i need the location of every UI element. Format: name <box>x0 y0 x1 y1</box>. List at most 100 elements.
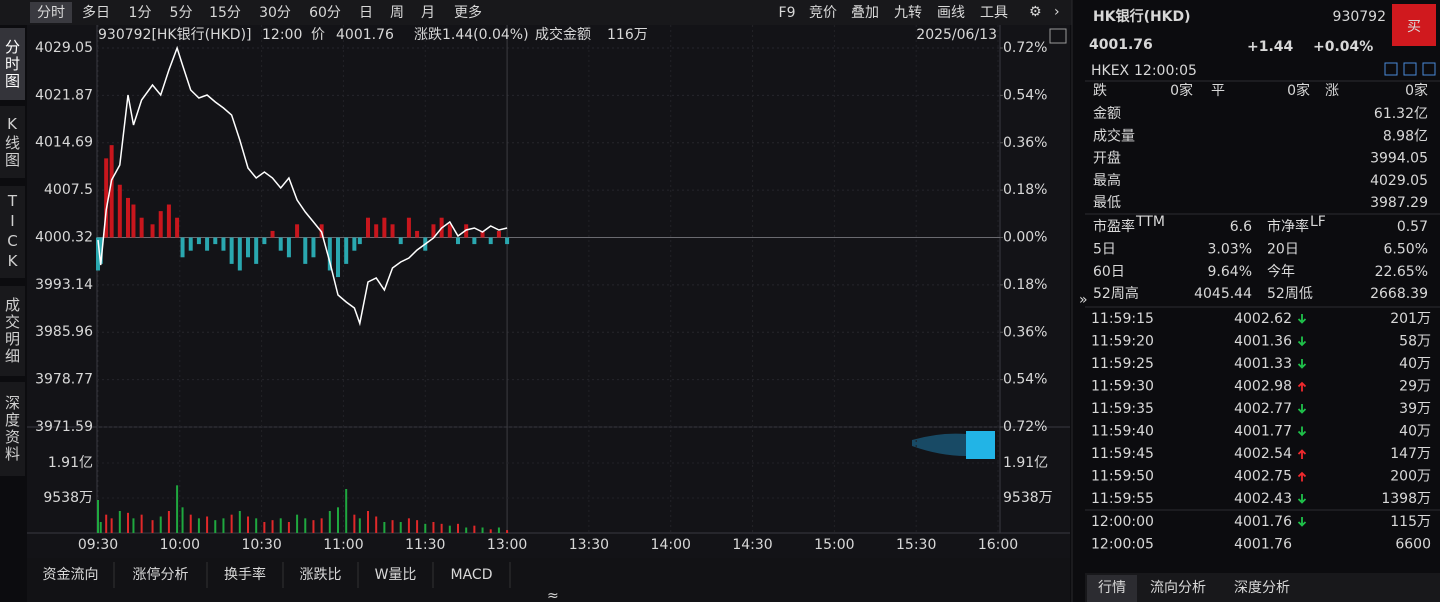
flow-bar <box>246 237 250 258</box>
indicator-tab[interactable]: 涨跌比 <box>300 567 342 583</box>
volume-bar <box>222 518 225 533</box>
x-tick-label: 10:30 <box>241 537 281 553</box>
trade-price: 4002.98 <box>1234 379 1292 395</box>
indicator-tab[interactable]: 资金流向 <box>43 567 99 583</box>
buy-button[interactable] <box>1392 4 1436 46</box>
trade-time: 11:59:15 <box>1091 311 1154 327</box>
pair-label: 今年 <box>1267 264 1295 280</box>
stat-value: 3987.29 <box>1370 195 1428 211</box>
side-tab[interactable]: 成交明细 <box>0 286 25 376</box>
tool-button[interactable]: 叠加 <box>851 5 879 21</box>
breadth-label: 跌 <box>1093 83 1107 99</box>
y2-tick-label: 0.54% <box>1003 372 1047 388</box>
tool-button[interactable]: 竞价 <box>809 4 837 21</box>
y-tick-label: 4029.05 <box>35 40 93 56</box>
volume-bar <box>263 521 266 533</box>
y2-tick-label: 0.18% <box>1003 277 1047 293</box>
period-tab[interactable]: 30分 <box>259 5 291 21</box>
trade-time: 11:59:50 <box>1091 469 1154 485</box>
trade-price: 4002.62 <box>1234 311 1292 327</box>
pair-value: 3.03% <box>1208 241 1252 257</box>
period-tab[interactable]: 1分 <box>129 5 152 21</box>
volume-bar <box>132 518 135 533</box>
volume-bar <box>110 518 113 533</box>
trade-volume: 39万 <box>1399 401 1431 417</box>
volume-bar <box>99 521 102 533</box>
active-period <box>30 2 72 23</box>
side-tab[interactable]: 深度资料 <box>0 382 25 476</box>
next-icon[interactable]: › <box>1054 4 1060 20</box>
float-icon[interactable] <box>966 431 995 459</box>
quote-tab[interactable]: 深度分析 <box>1234 580 1290 596</box>
flow-bar <box>158 211 163 238</box>
indicator-tab[interactable]: W量比 <box>375 567 417 583</box>
volume-bar <box>206 516 209 533</box>
period-tab[interactable]: 15分 <box>209 5 241 21</box>
period-tab[interactable]: 60分 <box>309 5 341 21</box>
period-tab[interactable]: 多日 <box>82 4 110 21</box>
volume-bar <box>279 518 282 533</box>
flow-bar <box>278 237 283 251</box>
tool-icon[interactable] <box>1403 62 1417 76</box>
settings-icon[interactable]: ⚙ <box>1029 4 1042 20</box>
period-tab[interactable]: 5分 <box>170 5 193 21</box>
volume-bar <box>328 510 331 533</box>
toolbar <box>0 0 1072 25</box>
tool-button[interactable]: 九转 <box>894 5 922 21</box>
quote-tab[interactable]: 流向分析 <box>1150 580 1206 596</box>
chart-icon[interactable] <box>1049 28 1067 44</box>
trade-volume: 40万 <box>1399 356 1431 372</box>
volume-bar <box>105 514 108 533</box>
trade-time: 11:59:30 <box>1091 379 1154 395</box>
trade-volume: 6600 <box>1395 537 1431 553</box>
pair-sup: LF <box>1310 214 1326 230</box>
side-tab[interactable]: K线图 <box>0 106 25 178</box>
buy-label[interactable]: 买 <box>1407 19 1421 35</box>
float-icon-trail <box>912 433 966 456</box>
tool-icon[interactable] <box>1384 62 1398 76</box>
flow-bar <box>126 197 130 238</box>
breadth-label: 涨 <box>1325 83 1339 99</box>
pair-value: 0.57 <box>1397 219 1428 235</box>
flow-bar <box>415 230 420 238</box>
indicator-tab[interactable]: 涨停分析 <box>133 566 189 583</box>
collapse[interactable]: » <box>1079 292 1088 308</box>
period-tab[interactable]: 月 <box>421 5 435 21</box>
tool-button[interactable]: 工具 <box>980 5 1008 21</box>
tool-icon[interactable] <box>1422 62 1436 76</box>
trade-price: 4002.54 <box>1234 446 1292 462</box>
active-tab <box>1087 575 1137 602</box>
pair-label: 52周低 <box>1267 286 1313 302</box>
volume-bar <box>375 516 378 533</box>
side-tab[interactable]: 分时图 <box>0 28 25 100</box>
flow-bar <box>213 237 218 245</box>
indicator-tab[interactable]: MACD <box>451 567 493 583</box>
trade-arrow <box>1297 517 1307 527</box>
side-tab[interactable]: TICK <box>0 186 25 278</box>
flow-bar <box>311 237 316 258</box>
volume-bar <box>159 516 162 533</box>
breadth-value: 0家 <box>1405 82 1428 99</box>
volume-bar <box>238 510 241 533</box>
pair-label: 20日 <box>1267 241 1299 257</box>
flow-bar <box>286 237 291 258</box>
x-tick-label: 10:00 <box>160 537 200 553</box>
period-tab[interactable]: 周 <box>390 5 404 21</box>
volume-bar <box>320 518 323 533</box>
flow-bar <box>139 217 144 238</box>
tool-button[interactable]: F9 <box>779 5 796 21</box>
stat-value: 4029.05 <box>1370 173 1428 189</box>
period-tab[interactable]: 更多 <box>454 4 482 21</box>
volume-bar <box>189 514 192 533</box>
flow-bar <box>96 237 100 271</box>
volume-bar <box>497 527 500 533</box>
period-tab[interactable]: 分时 <box>37 5 65 21</box>
quote-tab[interactable]: 行情 <box>1098 580 1126 596</box>
flow-bar <box>221 237 226 251</box>
flow-bar <box>456 237 460 245</box>
period-tab[interactable]: 日 <box>359 5 373 21</box>
indicator-tab[interactable]: 换手率 <box>224 566 266 583</box>
tool-button[interactable]: 画线 <box>937 5 965 21</box>
volume-bar <box>230 514 233 533</box>
expand-icon[interactable]: ≈ <box>547 588 559 602</box>
